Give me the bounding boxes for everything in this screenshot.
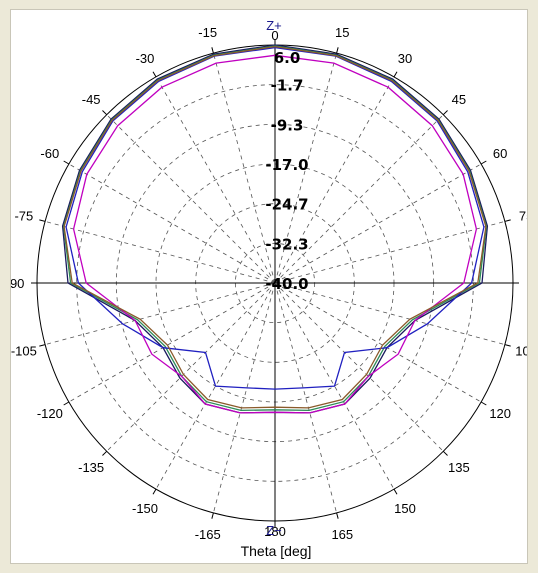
theta-tick-label: -60 [40,146,59,161]
tick-mark [393,71,398,78]
tick-mark [442,450,448,456]
theta-tick-label: 75 [519,209,527,224]
theta-tick-label: 45 [452,92,466,107]
top-axis-label: Z+ [266,18,282,33]
tick-mark [336,512,339,519]
tick-mark [504,344,511,347]
radial-tick-label: -32.3 [265,235,308,253]
theta-tick-label: 150 [394,501,416,516]
series-line-2 [65,46,485,390]
grid-spoke [274,282,444,452]
theta-tick-labels: 0153045607590105120135150165180-165-150-… [11,25,527,542]
tick-mark [63,160,70,165]
tick-mark [336,47,339,54]
tick-mark [102,450,108,456]
tick-mark [480,401,487,406]
theta-tick-label: -120 [37,406,63,421]
radial-tick-label: -9.3 [271,116,304,134]
theta-tick-label: 165 [331,527,353,542]
bottom-axis-label: Z− [266,523,282,538]
tick-mark [63,401,70,406]
theta-tick-label: -135 [78,460,104,475]
theta-tick-label: 30 [398,51,412,66]
tick-mark [152,488,157,495]
theta-tick-label: -75 [14,209,33,224]
theta-tick-label: -90 [11,276,24,291]
theta-tick-label: -45 [82,92,101,107]
grid-spoke [68,163,276,284]
tick-mark [442,110,448,116]
radial-tick-label: -17.0 [265,156,308,174]
chart-panel: 6.0 -1.7 -9.3 -17.0 -24.7 -32.3 -40.0 0 15 30 45 6… [10,9,528,564]
radial-tick-label: -24.7 [265,196,308,214]
radial-tick-label: 6.0 [274,49,301,67]
radial-labels: 6.0 -1.7 -9.3 -17.0 -24.7 -32.3 -40.0 [265,49,308,293]
theta-tick-label: -150 [132,501,158,516]
series-layer [61,44,489,414]
tick-mark [152,71,157,78]
theta-tick-label: 135 [448,460,470,475]
grid-spoke [45,282,276,345]
x-axis-title: Theta [deg] [241,543,312,559]
tick-mark [102,110,108,116]
theta-tick-label: 120 [489,406,511,421]
theta-tick-label: -165 [195,527,221,542]
theta-tick-label: -105 [11,343,37,358]
tick-mark [39,344,46,347]
tick-mark [480,160,487,165]
tick-mark [39,219,46,222]
radial-tick-label: -40.0 [265,275,308,293]
tick-mark [504,219,511,222]
series-line-3 [72,54,478,414]
theta-tick-label: 60 [493,146,507,161]
tick-mark [393,488,398,495]
polar-chart: 6.0 -1.7 -9.3 -17.0 -24.7 -32.3 -40.0 0 15 30 45 6… [11,18,527,559]
grid-spoke [274,163,482,284]
theta-tick-label: 180 [264,524,286,539]
tick-mark [211,512,214,519]
theta-tick-label: 15 [335,25,349,40]
grid-spoke [274,282,505,345]
theta-tick-label: -30 [136,51,155,66]
theta-tick-label: -15 [198,25,217,40]
theta-tick-label: 0 [271,28,278,43]
theta-tick-label: 105 [515,343,527,358]
radial-tick-label: -1.7 [271,77,304,95]
series-line-4 [63,45,487,409]
tick-mark [211,47,214,54]
